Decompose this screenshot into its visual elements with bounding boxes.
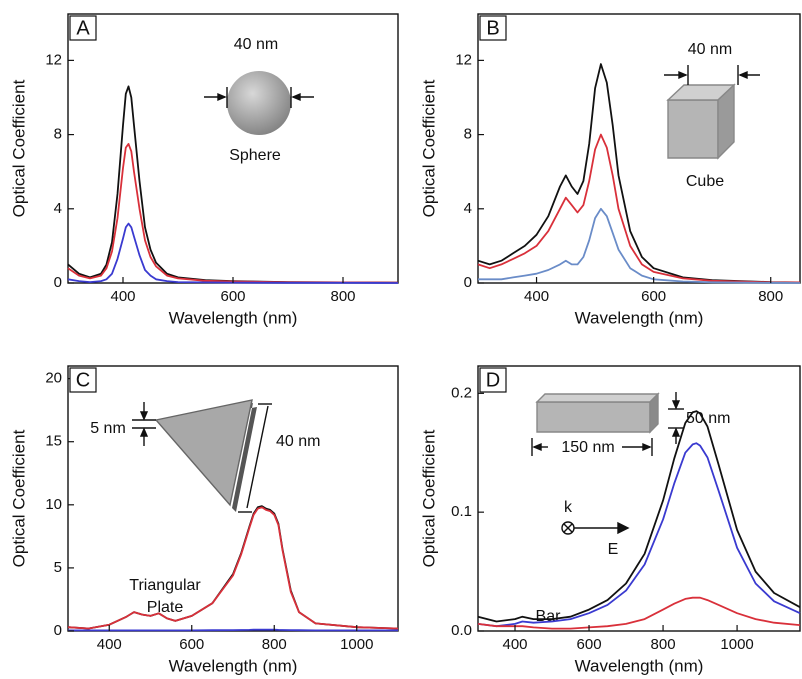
y-axis-label: Optical Coefficient [9, 429, 28, 567]
series-line [67, 222, 399, 284]
y-tick-label: 0.1 [451, 503, 472, 520]
y-tick-label: 10 [45, 496, 62, 513]
series-line [477, 442, 801, 628]
series-line [68, 628, 398, 632]
cube-inset [664, 65, 760, 160]
annotation: k [564, 499, 573, 516]
y-axis-label: Optical Coefficient [9, 79, 28, 217]
plot-frame [477, 365, 801, 632]
annotation: Cube [686, 173, 724, 190]
x-tick-label: 600 [641, 288, 666, 305]
annotation: 40 nm [276, 433, 320, 450]
triangle-inset [132, 399, 272, 513]
y-tick-label: 0 [464, 274, 472, 291]
series-line [67, 143, 399, 284]
y-tick-label: 0 [54, 274, 62, 291]
annotation: 40 nm [234, 36, 278, 53]
series-line [477, 410, 801, 623]
x-tick-label: 600 [179, 636, 204, 653]
panel-label-box [69, 15, 97, 41]
annotation: 5 nm [90, 420, 126, 437]
y-tick-label: 12 [45, 51, 62, 68]
y-tick-label: 5 [54, 559, 62, 576]
x-axis-label: Wavelength (nm) [575, 308, 704, 327]
y-axis-label: Optical Coefficient [419, 79, 438, 217]
x-tick-label: 600 [577, 636, 602, 653]
series-line [67, 505, 399, 630]
panel-label-box [69, 367, 97, 393]
y-tick-label: 12 [455, 51, 472, 68]
x-axis-label: Wavelength (nm) [169, 656, 298, 675]
annotation: Plate [147, 599, 184, 616]
x-tick-label: 400 [97, 636, 122, 653]
x-tick-label: 800 [262, 636, 287, 653]
x-tick-label: 400 [110, 288, 135, 305]
panel-label: B [486, 17, 499, 39]
y-tick-label: 8 [464, 126, 472, 143]
y-tick-label: 20 [45, 370, 62, 387]
series-line [477, 596, 801, 630]
x-tick-label: 800 [758, 288, 783, 305]
panel-label: A [76, 17, 90, 39]
x-tick-label: 800 [651, 636, 676, 653]
x-tick-label: 1000 [340, 636, 373, 653]
x-tick-label: 800 [330, 288, 355, 305]
annotation: 150 nm [561, 439, 614, 456]
x-axis-label: Wavelength (nm) [169, 308, 298, 327]
plot-frame [477, 13, 801, 284]
panel-label: C [76, 369, 90, 391]
x-axis-label: Wavelength (nm) [575, 656, 704, 675]
y-tick-label: 15 [45, 433, 62, 450]
annotation: 40 nm [688, 41, 732, 58]
x-tick-label: 400 [524, 288, 549, 305]
y-tick-label: 8 [54, 126, 62, 143]
y-tick-label: 0.0 [451, 622, 472, 639]
sphere-inset [204, 71, 314, 135]
x-tick-label: 600 [220, 288, 245, 305]
series-line [478, 207, 801, 284]
plot-frame [67, 365, 399, 632]
panel-label: D [486, 369, 500, 391]
series-line [477, 63, 801, 284]
y-tick-label: 0 [54, 622, 62, 639]
panel-label-box [479, 367, 507, 393]
annotation: 50 nm [686, 410, 730, 427]
series-line [477, 133, 801, 284]
y-tick-label: 4 [464, 200, 472, 217]
y-tick-label: 4 [54, 200, 62, 217]
x-tick-label: 400 [502, 636, 527, 653]
panel-label-box [479, 15, 507, 41]
y-tick-label: 0.2 [451, 384, 472, 401]
annotation: E [608, 541, 619, 558]
x-tick-label: 1000 [720, 636, 753, 653]
annotation: Triangular [129, 577, 201, 594]
y-axis-label: Optical Coefficient [419, 429, 438, 567]
annotation: Sphere [229, 147, 281, 164]
bar-inset [531, 392, 684, 535]
series-line [67, 506, 399, 630]
